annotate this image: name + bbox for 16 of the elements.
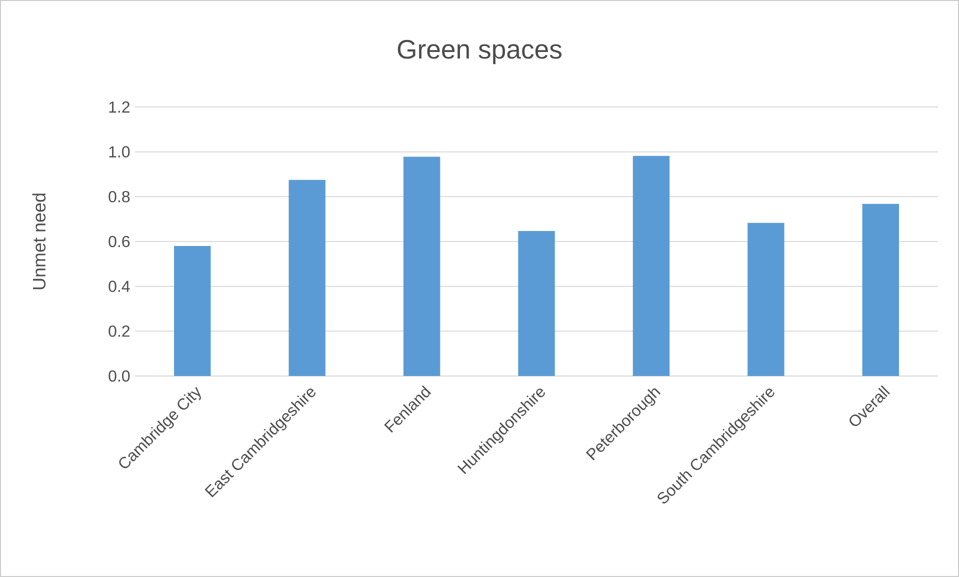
y-tick-label: 0.8 [108,191,130,202]
y-tick-label: 1.2 [109,101,130,113]
y-tick-label: 0.0 [108,370,130,382]
bar [748,222,784,376]
bar [632,156,670,376]
y-tick-label: 0.6 [108,236,130,248]
y-tick-label: 0.2 [108,325,130,337]
bar [518,230,555,376]
bar [403,156,440,376]
bar [174,246,211,376]
y-tick-label: 0.4 [108,280,130,292]
y-tick-label: 1.0 [109,146,130,158]
bar [862,204,899,376]
y-axis-title: Unmet need [32,194,46,290]
bar [288,180,326,376]
chart-title: Green spaces [398,40,562,64]
